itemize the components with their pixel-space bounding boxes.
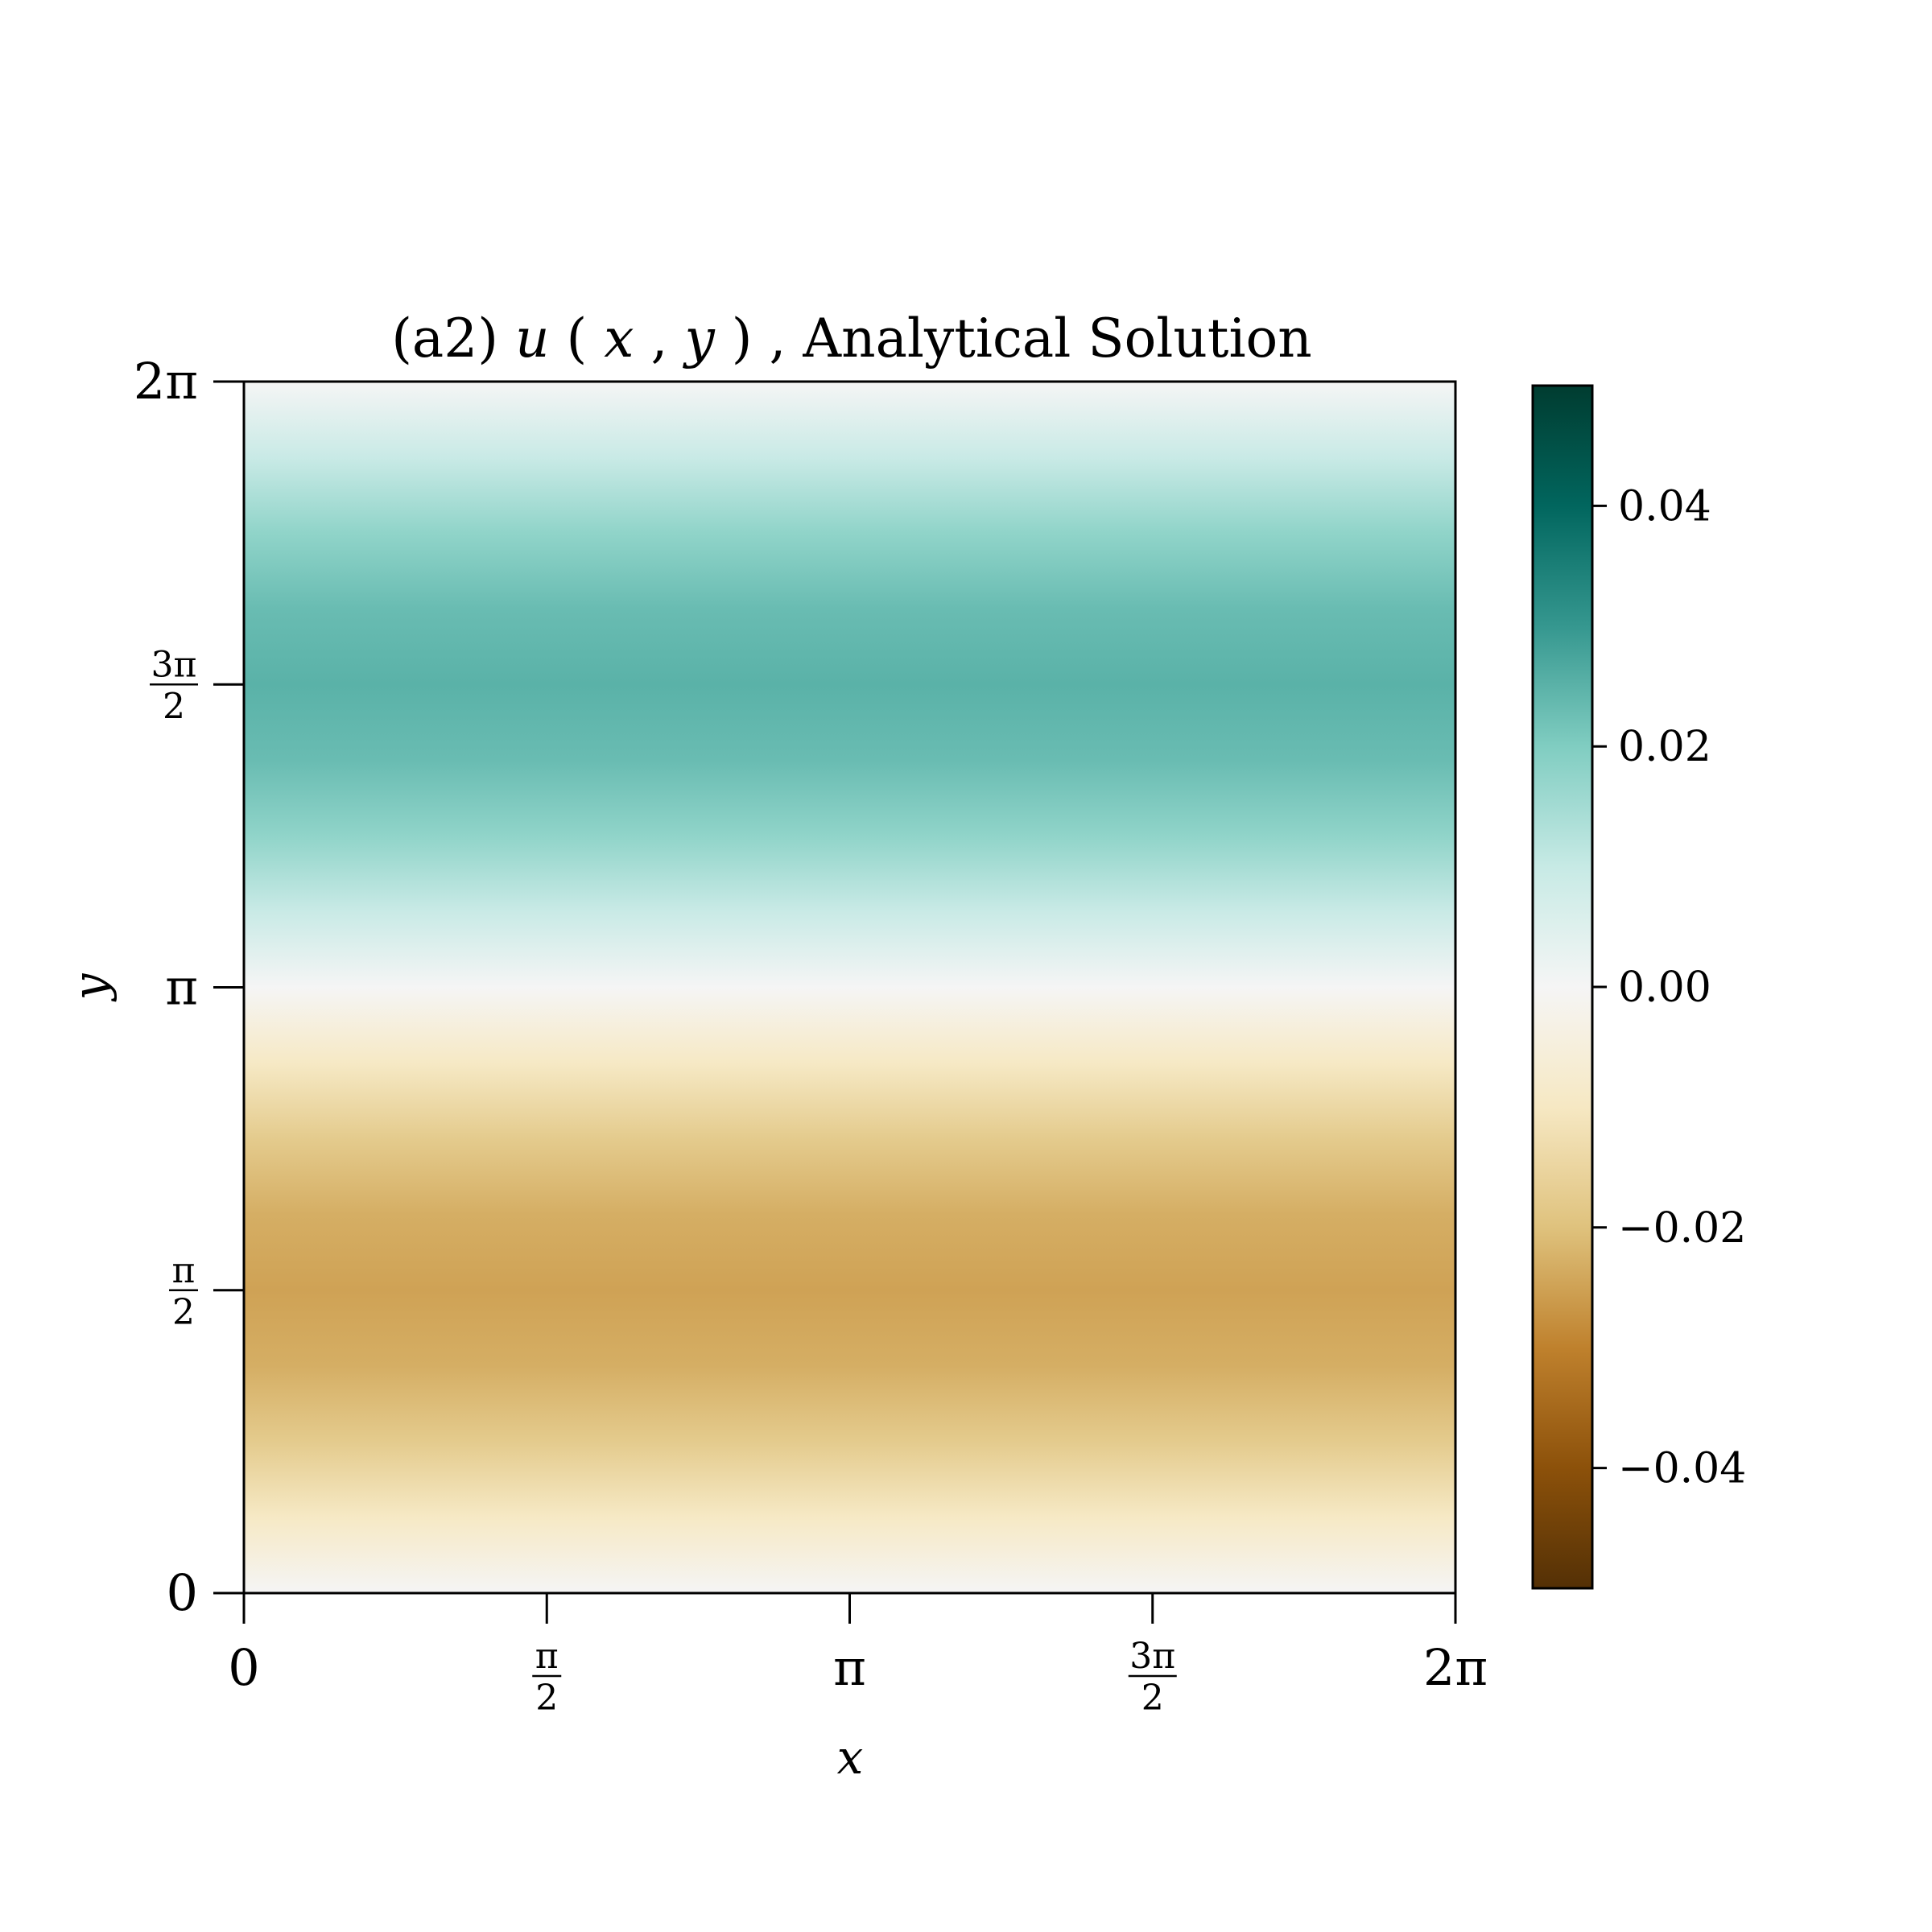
x-tick-label-denominator: 2: [1141, 1678, 1164, 1719]
colorbar-ticks: 0.04 0.02 0.00 −0.02 −0.04: [1592, 482, 1746, 1493]
y-tick-label: π2: [169, 1250, 198, 1333]
colorbar-tick-label: 0.02: [1618, 723, 1711, 771]
x-tick-label-text: 0: [228, 1638, 259, 1697]
y-tick-label-denominator: 2: [163, 686, 185, 727]
y-tick-label: π: [165, 958, 198, 1017]
colorbar-tick-label: −0.02: [1618, 1204, 1746, 1253]
colorbar-tick-label: 0.04: [1618, 482, 1711, 530]
x-tick-label: 3π2: [1128, 1636, 1177, 1719]
y-tick-label-text: 2π: [134, 352, 198, 411]
y-tick-label-numerator: π: [172, 1250, 196, 1291]
colorbar: [1533, 386, 1592, 1588]
x-tick-label-denominator: 2: [535, 1678, 558, 1719]
y-tick-label-text: 0: [167, 1563, 198, 1622]
x-axis-label: x: [837, 1730, 864, 1785]
y-tick-label: 3π2: [150, 644, 198, 727]
y-tick-label-text: π: [165, 958, 198, 1017]
colorbar-tick-label: 0.00: [1618, 964, 1711, 1012]
x-tick-label-text: π: [833, 1638, 866, 1697]
heatmap-field: [244, 382, 1455, 1593]
y-tick-label: 2π: [134, 352, 198, 411]
y-tick-label-numerator: 3π: [151, 644, 197, 685]
x-tick-label: π: [833, 1638, 866, 1697]
x-tick-label-numerator: π: [535, 1636, 559, 1677]
x-tick-label-text: 2π: [1423, 1638, 1488, 1697]
x-tick-label: π2: [532, 1636, 562, 1719]
x-tick-label-numerator: 3π: [1129, 1636, 1175, 1677]
x-tick-label: 0: [228, 1638, 259, 1697]
y-tick-label: 0: [167, 1563, 198, 1622]
y-tick-label-denominator: 2: [172, 1292, 195, 1333]
y-axis-label: y: [63, 972, 118, 1002]
x-tick-label: 2π: [1423, 1638, 1488, 1697]
colorbar-tick-label: −0.04: [1618, 1445, 1746, 1493]
chart-title: (a2) u ( x , y ) , Analytical Solution: [391, 308, 1312, 369]
